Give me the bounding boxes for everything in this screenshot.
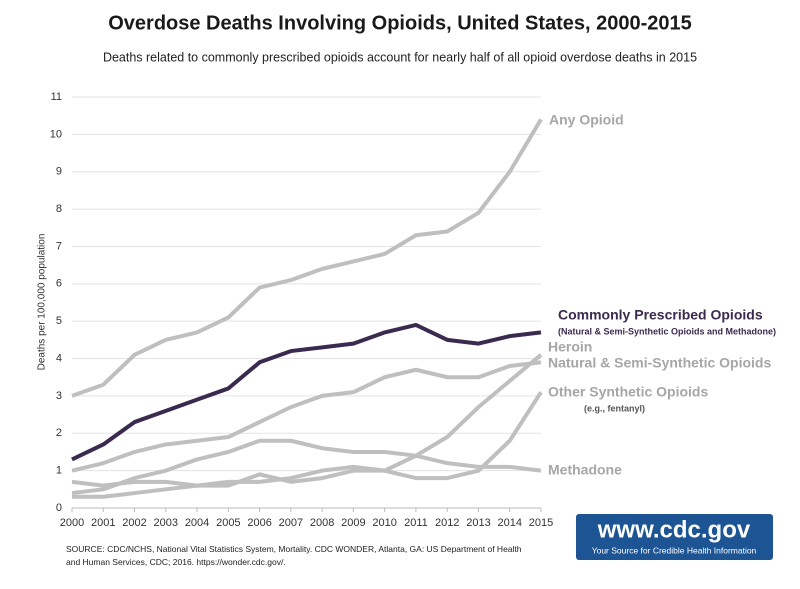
logo-box <box>576 514 773 560</box>
x-tick-label: 2012 <box>435 517 459 529</box>
x-tick-label: 2001 <box>91 517 115 529</box>
logo-tagline: Your Source for Credible Health Informat… <box>592 545 757 555</box>
series-line <box>71 353 543 488</box>
y-tick-label: 1 <box>56 465 62 477</box>
series-line <box>71 438 542 496</box>
y-tick-label: 10 <box>50 128 62 140</box>
source-box: SOURCE: CDC/NCHS, National Vital Statist… <box>66 544 522 567</box>
y-axis-label: Deaths per 100,000 population <box>37 234 48 371</box>
series-label: Commonly Prescribed Opioids <box>558 307 763 323</box>
series-label: Natural & Semi-Synthetic Opioids <box>548 355 771 371</box>
y-tick-label: 0 <box>56 502 62 514</box>
series-label: Any Opioid <box>549 112 624 128</box>
y-tick-label: 5 <box>56 315 62 327</box>
x-tick-label: 2002 <box>122 517 146 529</box>
y-tick-label: 8 <box>56 203 62 215</box>
y-tick-label: 11 <box>51 91 62 103</box>
x-tick-label: 2013 <box>466 517 490 529</box>
x-tick-label: 2006 <box>247 517 271 529</box>
x-tick-label: 2014 <box>497 517 521 529</box>
series-label: Other Synthetic Opioids <box>548 384 708 400</box>
x-tick-label: 2005 <box>216 517 240 529</box>
series-note: (e.g., fentanyl) <box>584 403 645 413</box>
x-tick-label: 2008 <box>310 517 334 529</box>
y-tick-label: 7 <box>56 240 62 252</box>
x-tick-label: 2015 <box>529 517 553 529</box>
series-note: (Natural & Semi-Synthetic Opioids and Me… <box>558 326 776 336</box>
series-label: Heroin <box>548 339 592 355</box>
chart-subtitle: Deaths related to commonly prescribed op… <box>103 50 697 64</box>
y-tick-label: 9 <box>56 166 62 178</box>
series-line <box>72 391 543 499</box>
x-tick-label: 2007 <box>279 517 303 529</box>
y-tick-label: 4 <box>56 352 62 364</box>
logo-title: www.cdc.gov <box>597 516 751 543</box>
series-line <box>71 360 542 473</box>
y-tick-label: 3 <box>56 390 62 402</box>
x-tick-label: 2000 <box>60 517 84 529</box>
y-tick-label: 6 <box>56 278 62 290</box>
x-tick-label: 2010 <box>372 517 396 529</box>
x-tick-label: 2009 <box>341 517 365 529</box>
x-tick-label: 2003 <box>154 517 178 529</box>
x-tick-label: 2011 <box>404 517 428 529</box>
series-line <box>71 322 542 462</box>
chart-title: Overdose Deaths Involving Opioids, Unite… <box>108 12 692 34</box>
source: SOURCE: CDC/NCHS, National Vital Statist… <box>66 544 522 567</box>
x-tick-label: 2004 <box>185 517 209 529</box>
y-tick-label: 2 <box>56 427 62 439</box>
series-label: Methadone <box>548 462 622 478</box>
series-line <box>71 118 543 398</box>
